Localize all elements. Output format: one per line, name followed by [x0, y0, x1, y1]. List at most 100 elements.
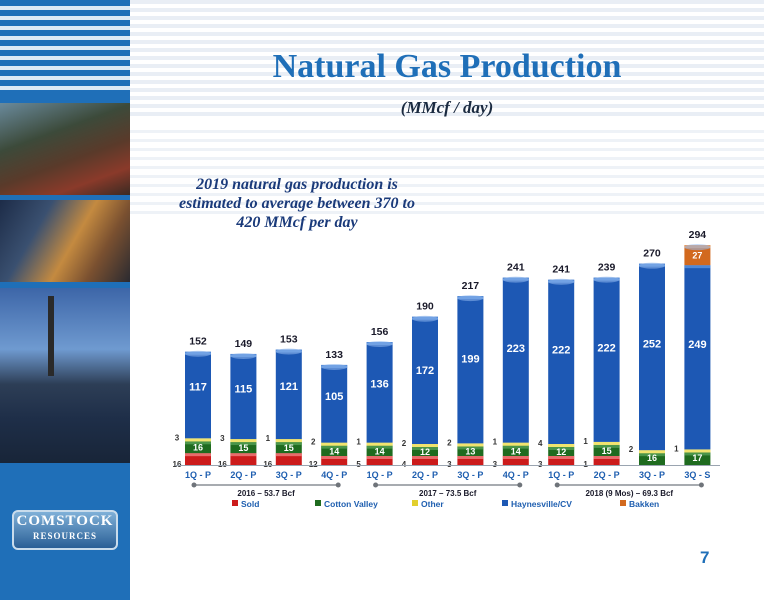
- bar-segment-sold: [593, 456, 620, 465]
- data-label-cotton-valley: 16: [193, 443, 203, 453]
- bar-segment-cotton-valley: [593, 444, 620, 456]
- bar-segment-sold: [548, 456, 575, 465]
- bar-top-cap: [593, 276, 620, 283]
- bar-total-label: 133: [325, 349, 343, 361]
- page-title: Natural Gas Production: [272, 48, 622, 85]
- data-label-cotton-valley: 15: [238, 443, 248, 453]
- bar-segment-sold: [457, 456, 484, 465]
- bar-top-cap: [366, 341, 393, 347]
- bar-total-label: 153: [280, 334, 298, 346]
- bar-top-cap: [457, 295, 484, 302]
- company-logo: COMSTOCK RESOURCES: [12, 510, 118, 550]
- bar-segment-highlight: [275, 453, 302, 457]
- sidebar-panel: COMSTOCK RESOURCES: [0, 0, 130, 600]
- data-label-haynesville-cv: 252: [643, 339, 661, 351]
- data-label-haynesville-cv: 222: [552, 345, 570, 357]
- group-label: 2018 (9 Mos) – 69.3 Bcf: [585, 489, 673, 498]
- bar-segment-highlight: [321, 442, 348, 446]
- x-tick-label: 2Q - P: [230, 470, 256, 480]
- bar-segment-highlight: [412, 456, 438, 459]
- bar-total-label: 239: [598, 262, 616, 274]
- bar-segment-cotton-valley: [230, 442, 257, 454]
- bar-segment-highlight: [366, 442, 393, 446]
- legend-label: Other: [421, 499, 444, 509]
- bar-segment-haynesville-cv: [185, 351, 211, 439]
- data-label-cotton-valley: 14: [329, 446, 339, 456]
- x-tick-label: 3Q - P: [639, 470, 665, 480]
- bar-top-cap: [684, 244, 711, 251]
- logo-text-bottom: RESOURCES: [32, 531, 97, 541]
- bar-segment-highlight: [230, 442, 257, 446]
- data-label-cotton-valley: 12: [420, 447, 430, 457]
- bar-segment-highlight: [230, 453, 257, 457]
- x-tick-label: 1Q - P: [548, 470, 574, 480]
- bar-segment-highlight: [593, 456, 620, 459]
- data-label-haynesville-cv: 222: [597, 343, 615, 355]
- bar-segment-highlight: [321, 456, 348, 459]
- rig-workers-photo: [0, 200, 130, 282]
- sidebar-stripe: [0, 6, 130, 10]
- legend-label: Sold: [241, 499, 259, 509]
- logo-text-top: COMSTOCK: [16, 513, 114, 529]
- bar-top-cap: [639, 262, 665, 269]
- data-label-haynesville-cv: 117: [189, 382, 207, 394]
- bar-segment-highlight: [185, 441, 211, 445]
- bar-top-cap: [412, 315, 438, 322]
- bar-segment-highlight: [502, 442, 529, 446]
- page-number: 7: [700, 548, 710, 567]
- data-label-other: 1: [674, 444, 679, 453]
- bar-segment-highlight: [684, 452, 711, 456]
- drilling-site-photo: [0, 103, 130, 195]
- bar-segment-highlight: [548, 444, 575, 447]
- bar-segment-cotton-valley: [548, 447, 575, 456]
- bar-top-cap: [548, 278, 575, 285]
- data-label-sold: 16: [263, 460, 272, 469]
- bar-segment-haynesville-cv: [275, 349, 302, 440]
- x-tick-label: 4Q - P: [503, 470, 529, 480]
- group-label: 2016 – 53.7 Bcf: [237, 489, 295, 498]
- data-label-sold: 5: [356, 460, 361, 469]
- rig-tower-silhouette: [48, 296, 54, 376]
- bar-segment-cotton-valley: [457, 446, 484, 456]
- bar-segment-sold: [502, 456, 529, 465]
- data-label-cotton-valley: 17: [692, 453, 702, 463]
- data-label-other: 1: [266, 434, 271, 443]
- bar-top-cap: [230, 352, 257, 359]
- bar-segment-haynesville-cv: [593, 277, 620, 442]
- data-label-sold: 16: [173, 460, 182, 469]
- bar-segment-highlight: [185, 438, 211, 442]
- bar-segment-bakken: [684, 245, 711, 266]
- bar-total-label: 217: [462, 280, 480, 292]
- data-label-cotton-valley: 12: [556, 447, 566, 457]
- data-label-other: 2: [311, 438, 316, 447]
- data-label-other: 3: [220, 434, 225, 443]
- x-tick-label: 3Q - S: [684, 470, 710, 480]
- bar-segment-highlight: [275, 442, 302, 446]
- bar-segment-sold: [321, 456, 348, 465]
- x-tick-label: 1Q - P: [367, 470, 393, 480]
- data-label-haynesville-cv: 223: [507, 343, 525, 355]
- bar-top-cap: [185, 350, 211, 357]
- bar-segment-sold: [230, 453, 257, 465]
- bar-segment-highlight: [185, 453, 211, 457]
- bar-segment-haynesville-cv: [684, 265, 711, 450]
- legend-swatch: [232, 500, 238, 506]
- bar-total-label: 241: [507, 262, 525, 274]
- data-label-other: 2: [629, 445, 634, 454]
- drilling-rig-lake-photo: [0, 288, 130, 463]
- group-bracket-end: [517, 482, 523, 488]
- data-label-haynesville-cv: 121: [280, 381, 298, 393]
- bar-segment-haynesville-cv: [230, 353, 257, 440]
- bar-total-label: 294: [689, 229, 707, 241]
- bar-segment-highlight: [593, 441, 620, 445]
- sidebar-stripe: [0, 66, 130, 70]
- bar-segment-highlight: [548, 456, 575, 459]
- data-label-haynesville-cv: 136: [370, 378, 388, 390]
- data-label-cotton-valley: 13: [465, 447, 475, 457]
- group-bracket-end: [335, 482, 341, 488]
- bar-segment-highlight: [457, 443, 484, 447]
- data-label-other: 1: [493, 438, 498, 447]
- legend-swatch: [412, 500, 418, 506]
- forecast-note: 2019 natural gas production is estimated…: [179, 176, 415, 231]
